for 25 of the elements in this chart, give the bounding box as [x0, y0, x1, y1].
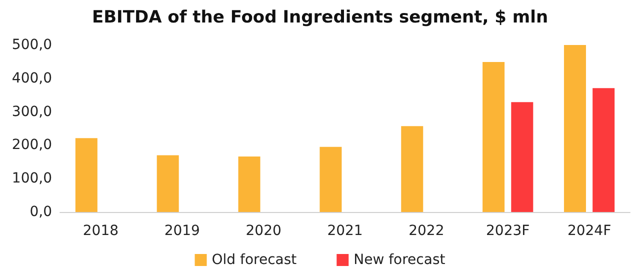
x-tick-label: 2023F	[486, 223, 530, 239]
x-tick-label: 2018	[82, 223, 119, 239]
y-tick-label: 300,0	[12, 104, 52, 120]
chart-title: EBITDA of the Food Ingredients segment, $ mln	[92, 8, 548, 28]
y-tick-label: 0,0	[30, 204, 52, 220]
legend-label: Old forecast	[212, 252, 298, 268]
bar	[564, 45, 586, 212]
bar	[320, 146, 342, 212]
bar	[75, 138, 98, 212]
x-tick-label: 2022	[408, 223, 444, 239]
bar	[592, 88, 615, 212]
bar	[401, 126, 424, 212]
bar	[511, 102, 534, 212]
y-tick-label: 400,0	[12, 70, 52, 86]
bar	[482, 62, 505, 212]
bar	[238, 156, 260, 212]
y-tick-label: 200,0	[12, 137, 52, 154]
x-tick-label: 2020	[246, 223, 282, 239]
y-tick-label: 100,0	[12, 170, 52, 187]
x-tick-label: 2021	[327, 223, 363, 239]
y-tick-label: 500,0	[12, 37, 52, 53]
bar	[156, 155, 179, 212]
x-tick-label: 2024F	[567, 223, 612, 239]
x-tick-label: 2019	[164, 223, 200, 239]
legend-label: New forecast	[354, 252, 446, 268]
